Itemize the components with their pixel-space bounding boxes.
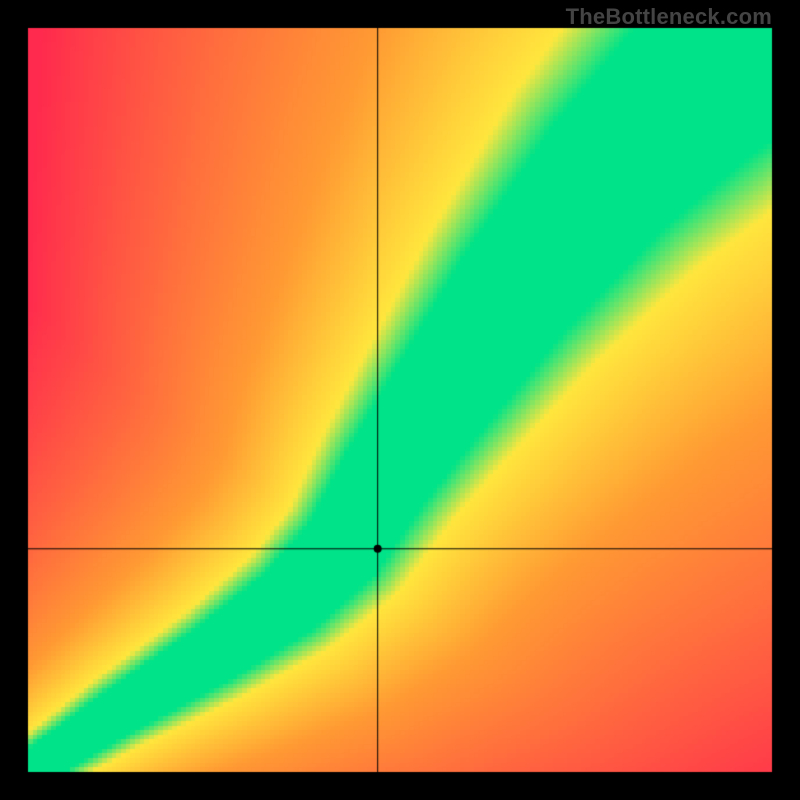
- watermark-text: TheBottleneck.com: [566, 4, 772, 30]
- bottleneck-heatmap-canvas: [0, 0, 800, 800]
- bottleneck-chart-container: TheBottleneck.com: [0, 0, 800, 800]
